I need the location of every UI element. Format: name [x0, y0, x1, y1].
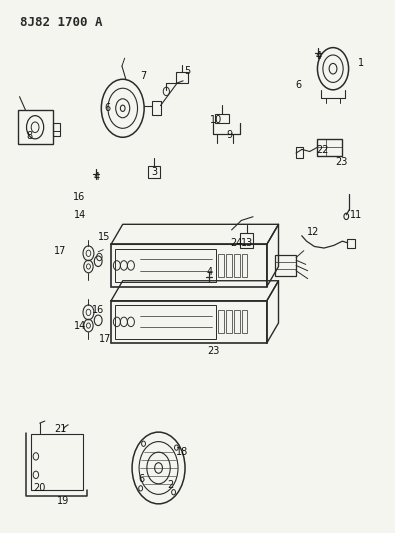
- Text: 1: 1: [358, 59, 364, 68]
- Text: 11: 11: [350, 210, 363, 220]
- Bar: [215, 114, 229, 123]
- Text: 23: 23: [335, 157, 348, 167]
- Text: 13: 13: [241, 238, 254, 248]
- Text: 9: 9: [226, 130, 233, 140]
- Bar: [240, 233, 253, 248]
- Text: 16: 16: [92, 305, 104, 315]
- Text: 6: 6: [296, 79, 302, 90]
- Text: 17: 17: [54, 246, 67, 256]
- Text: 2: 2: [167, 480, 173, 490]
- Text: 6: 6: [138, 473, 144, 483]
- Text: 20: 20: [34, 483, 46, 493]
- Bar: [296, 147, 303, 158]
- Text: 15: 15: [98, 232, 110, 243]
- Bar: [226, 310, 232, 334]
- Text: 22: 22: [316, 146, 328, 156]
- Text: 16: 16: [73, 192, 85, 202]
- Bar: [218, 310, 224, 334]
- Text: 5: 5: [184, 66, 191, 76]
- Bar: [148, 166, 160, 178]
- Bar: [31, 434, 83, 490]
- Text: 14: 14: [74, 320, 86, 330]
- Bar: [152, 101, 160, 115]
- Bar: [275, 255, 296, 276]
- Bar: [318, 139, 342, 156]
- Bar: [111, 301, 267, 343]
- Text: 7: 7: [141, 70, 147, 80]
- Text: 19: 19: [57, 496, 69, 506]
- Bar: [176, 72, 188, 83]
- Text: 17: 17: [99, 334, 111, 344]
- Bar: [241, 254, 247, 277]
- Text: 23: 23: [207, 346, 219, 356]
- Bar: [234, 310, 239, 334]
- Text: 10: 10: [210, 115, 222, 125]
- Bar: [53, 123, 60, 136]
- Bar: [234, 254, 239, 277]
- Text: 8J82 1700 A: 8J82 1700 A: [20, 17, 103, 29]
- Bar: [115, 305, 216, 339]
- Text: 12: 12: [307, 227, 320, 237]
- Text: 4: 4: [206, 267, 212, 277]
- Text: 18: 18: [176, 447, 188, 457]
- Text: 24: 24: [230, 238, 243, 248]
- Bar: [115, 248, 216, 282]
- Bar: [218, 254, 224, 277]
- Bar: [348, 239, 355, 248]
- Bar: [111, 244, 267, 287]
- Text: 3: 3: [152, 166, 158, 176]
- Text: 4: 4: [93, 172, 99, 182]
- Bar: [241, 310, 247, 334]
- Text: 6: 6: [105, 103, 111, 114]
- Bar: [226, 254, 232, 277]
- Text: 21: 21: [54, 424, 67, 434]
- Text: 14: 14: [74, 210, 86, 220]
- Text: 4: 4: [315, 51, 321, 61]
- Text: 8: 8: [26, 131, 32, 141]
- Bar: [17, 110, 53, 144]
